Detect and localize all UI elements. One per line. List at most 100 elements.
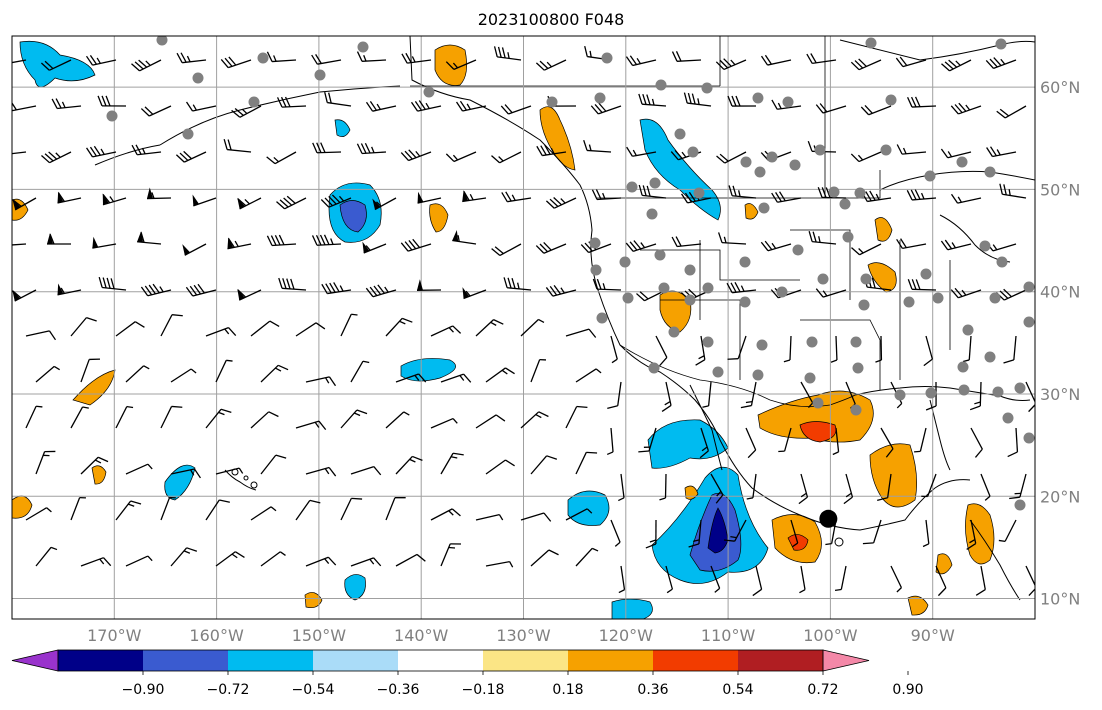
- contour-patch: [19, 40, 96, 88]
- colorbar-label: −0.72: [207, 682, 250, 698]
- wind-barb: [305, 466, 337, 477]
- wind-barb: [798, 473, 809, 505]
- wind-barb: [237, 197, 262, 210]
- wind-barb: [625, 55, 657, 67]
- wind-barb: [175, 150, 207, 163]
- wind-barb: [57, 283, 82, 296]
- wind-barb: [70, 317, 97, 337]
- station-dot: [106, 110, 118, 122]
- wind-barb: [607, 381, 622, 410]
- station-dot: [1014, 382, 1026, 394]
- station-dot: [880, 144, 892, 156]
- wind-barb: [535, 59, 567, 71]
- wind-barb: [278, 277, 307, 291]
- longitude-tick-labels: 170°W 160°W 150°W 140°W 130°W 120°W 110°W 100°W…: [87, 626, 955, 645]
- colorbar-label: −0.90: [122, 682, 165, 698]
- wind-barb: [260, 364, 289, 383]
- wind-barb: [880, 427, 894, 458]
- wind-barb: [485, 560, 514, 568]
- lon-tick-label: 120°W: [599, 626, 654, 645]
- station-dot: [702, 336, 714, 348]
- station-dot: [984, 166, 996, 178]
- station-dot: [546, 96, 558, 108]
- wind-barb: [610, 519, 621, 547]
- wind-barb: [710, 473, 724, 504]
- wind-barb: [250, 320, 280, 337]
- wind-barb: [25, 405, 43, 429]
- lat-tick-label: 30°N: [1040, 385, 1080, 404]
- wind-barb: [723, 519, 747, 542]
- wind-barb: [665, 565, 674, 594]
- station-dot: [589, 237, 601, 249]
- wind-barb: [815, 103, 847, 114]
- wind-barb: [455, 100, 487, 112]
- wind-barb: [40, 59, 72, 71]
- contour-patch: [567, 490, 610, 526]
- wind-barb: [400, 238, 432, 252]
- station-dot: [858, 299, 870, 311]
- wind-barb: [305, 556, 337, 567]
- station-dot: [806, 336, 818, 348]
- storm-marker: [819, 509, 838, 528]
- wind-barb: [745, 427, 757, 459]
- station-dot: [674, 128, 686, 140]
- wind-barb: [324, 91, 352, 107]
- wind-barb: [962, 335, 972, 363]
- wind-barb: [501, 191, 532, 203]
- wind-barb: [12, 100, 37, 112]
- wind-barb: [475, 513, 504, 521]
- station-dot: [828, 186, 840, 198]
- wind-barb: [125, 555, 153, 567]
- wind-barb: [940, 239, 972, 251]
- station-dot: [789, 159, 801, 171]
- lat-tick-label: 60°N: [1040, 78, 1080, 97]
- station-dot: [854, 187, 866, 199]
- station-dot: [766, 151, 778, 163]
- wind-barb: [783, 335, 792, 363]
- station-dot: [693, 187, 705, 199]
- lat-tick-label: 50°N: [1040, 180, 1080, 199]
- colorbar-frame: [57, 649, 824, 672]
- wind-barb: [907, 278, 937, 291]
- wind-barb: [98, 276, 127, 291]
- wind-barb: [895, 56, 927, 68]
- wind-barb: [808, 231, 837, 245]
- wind-barb: [92, 236, 117, 249]
- wind-barb: [80, 358, 100, 383]
- wind-barb: [545, 196, 577, 209]
- contour-patch: [91, 465, 107, 485]
- wind-barb: [1007, 427, 1019, 458]
- station-dot: [739, 256, 751, 268]
- wind-barb: [185, 101, 217, 112]
- wind-barb: [966, 519, 977, 550]
- station-dot: [740, 156, 752, 168]
- wind-barb: [146, 187, 172, 200]
- colorbar-label: 0.90: [892, 682, 923, 698]
- wind-barb: [215, 551, 245, 567]
- state-border: [640, 249, 800, 281]
- wind-barb: [51, 98, 82, 110]
- wind-barb: [746, 473, 757, 500]
- station-dot: [1023, 432, 1035, 444]
- wind-barb: [400, 149, 432, 162]
- coastline: [854, 386, 1031, 401]
- wind-barb: [295, 499, 321, 521]
- wind-barb: [311, 234, 342, 246]
- wind-barb: [25, 330, 57, 341]
- wind-barb: [727, 95, 757, 107]
- station-dot: [182, 128, 194, 140]
- wind-barb: [115, 500, 142, 521]
- station-dot: [257, 52, 269, 64]
- wind-barb: [520, 411, 549, 429]
- station-dot: [962, 324, 974, 336]
- station-dot: [924, 170, 936, 182]
- wind-barb: [940, 148, 972, 159]
- gridlines: [12, 36, 1035, 619]
- wind-barb: [25, 507, 52, 521]
- coastline: [159, 85, 401, 146]
- wind-barb: [340, 313, 358, 337]
- colorbar-label: 0.72: [807, 682, 838, 698]
- contour-patch: [907, 595, 929, 616]
- wind-barb: [430, 417, 458, 429]
- wind-barb: [417, 191, 442, 204]
